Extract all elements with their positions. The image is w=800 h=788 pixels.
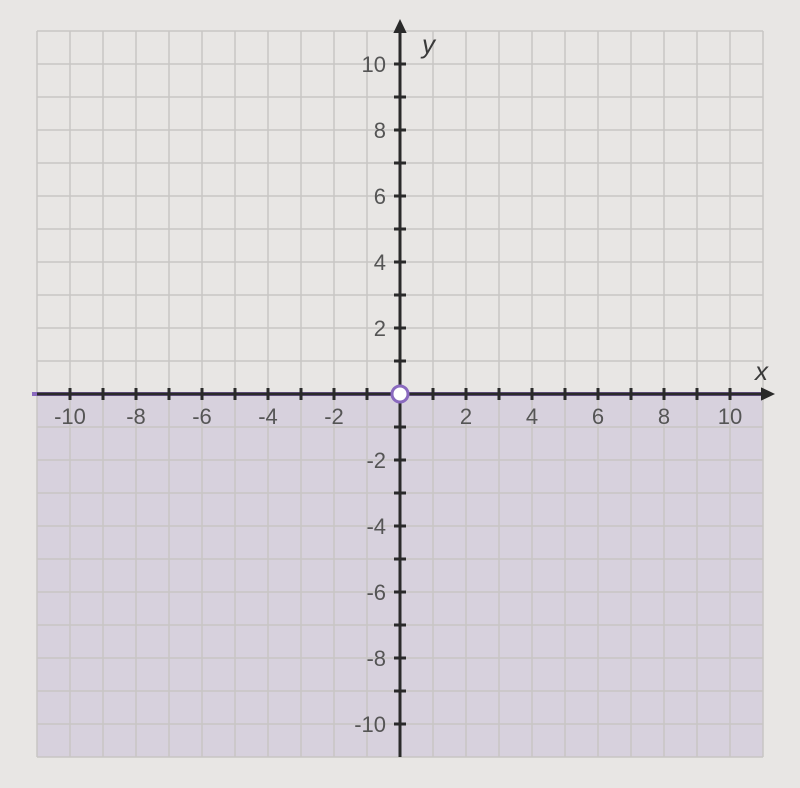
svg-text:-2: -2 [366,448,386,473]
chart-svg: -10 -8 -6 -4 -2 2 4 6 8 10 -10 -8 -6 -4 -2 2 4 6 8 10 y x [0,0,800,788]
svg-text:-2: -2 [324,404,344,429]
svg-text:-10: -10 [354,712,386,737]
svg-text:-4: -4 [258,404,278,429]
svg-text:8: 8 [658,404,670,429]
svg-text:4: 4 [374,250,386,275]
svg-text:-8: -8 [126,404,146,429]
svg-text:-6: -6 [366,580,386,605]
svg-text:10: 10 [718,404,742,429]
svg-text:-8: -8 [366,646,386,671]
svg-text:-10: -10 [54,404,86,429]
svg-text:-6: -6 [192,404,212,429]
svg-text:10: 10 [362,52,386,77]
svg-text:4: 4 [526,404,538,429]
svg-text:8: 8 [374,118,386,143]
svg-text:x: x [753,356,769,386]
svg-text:6: 6 [374,184,386,209]
svg-text:6: 6 [592,404,604,429]
svg-text:-4: -4 [366,514,386,539]
svg-text:y: y [420,29,437,59]
svg-text:2: 2 [374,316,386,341]
svg-text:2: 2 [460,404,472,429]
coordinate-plane-chart: -10 -8 -6 -4 -2 2 4 6 8 10 -10 -8 -6 -4 -2 2 4 6 8 10 y x [0,0,800,788]
